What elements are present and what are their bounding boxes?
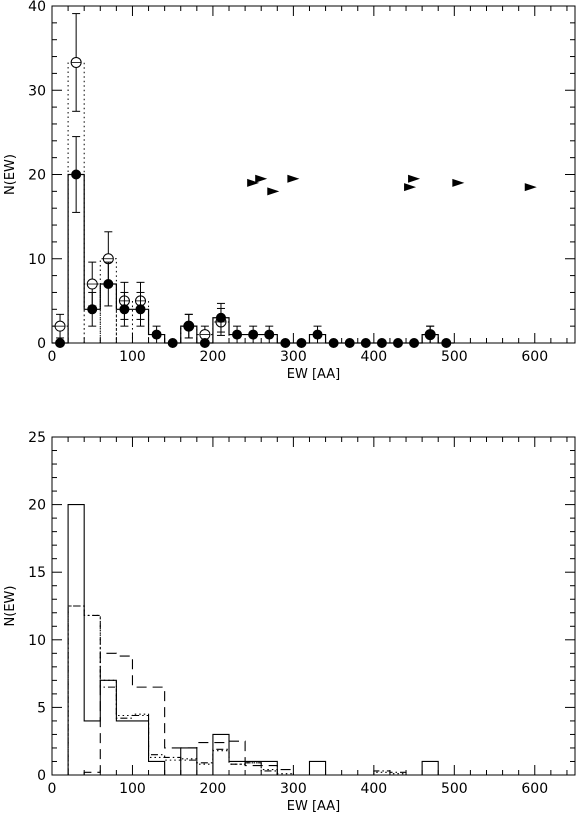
lower-limit-marker: [247, 178, 260, 187]
data-point: [392, 338, 403, 348]
lower-limit-marker: [452, 178, 465, 187]
data-point: [87, 304, 98, 315]
data-point: [232, 329, 243, 340]
lower-limit-marker: [255, 174, 268, 183]
x-tick-label: 0: [48, 349, 57, 365]
data-point: [264, 329, 275, 340]
data-point: [215, 312, 226, 323]
y-tick-label: 15: [28, 565, 46, 581]
plot-frame: [51, 436, 576, 776]
x-tick-label: 300: [280, 349, 307, 365]
data-point: [376, 338, 387, 348]
panel-bottom: 0 100 200 300 400 500 600 0 5 10 15 20 25 EW [AA] N(EW…: [3, 430, 576, 814]
data-point: [135, 304, 146, 315]
data-point: [441, 338, 452, 348]
data-point: [167, 338, 178, 348]
data-point: [71, 169, 82, 180]
data-point: [409, 338, 420, 348]
y-tick-label: 0: [37, 336, 46, 352]
data-point: [55, 338, 66, 348]
x-axis-label: EW [AA]: [287, 367, 341, 382]
x-tick-label: 100: [119, 781, 146, 797]
x-tick-label: 400: [360, 349, 387, 365]
data-point: [199, 338, 210, 348]
data-point: [151, 329, 162, 340]
x-tick-label: 100: [119, 349, 146, 365]
x-tick-label: 300: [280, 781, 307, 797]
x-tick-label: 600: [521, 781, 548, 797]
data-point: [280, 338, 291, 348]
y-tick-label: 0: [37, 768, 46, 784]
y-axis-label: N(EW): [3, 586, 18, 627]
data-point: [103, 279, 114, 290]
data-point: [296, 338, 307, 348]
lower-limit-marker: [267, 187, 280, 196]
lower-limit-marker: [287, 174, 300, 183]
lower-limit-marker: [408, 174, 421, 183]
y-tick-label: 30: [28, 83, 46, 99]
data-point: [183, 321, 194, 332]
y-tick-label: 5: [37, 700, 46, 716]
y-tick-label: 20: [28, 498, 46, 514]
data-point: [119, 304, 130, 315]
histogram-dashed: [68, 652, 294, 776]
panel-top: 0 100 200 300 400 500 600 0 10 20 30 40 EW [AA] N(EW): [3, 0, 576, 382]
lower-limit-marker: [524, 183, 537, 192]
data-point: [425, 329, 436, 340]
data-point: [328, 338, 339, 348]
lower-limit-marker: [404, 183, 417, 192]
x-tick-label: 500: [441, 781, 468, 797]
y-tick-label: 10: [28, 252, 46, 268]
x-tick-label: 200: [200, 781, 227, 797]
data-point: [312, 329, 323, 340]
y-tick-label: 20: [28, 168, 46, 184]
x-tick-label: 400: [360, 781, 387, 797]
plot-frame: [51, 5, 576, 344]
y-tick-label: 25: [28, 430, 46, 446]
x-tick-label: 500: [441, 349, 468, 365]
data-point: [360, 338, 371, 348]
y-axis-label: N(EW): [3, 154, 18, 195]
x-tick-label: 0: [48, 781, 57, 797]
histogram-solid: [67, 504, 455, 776]
y-tick-label: 10: [28, 633, 46, 649]
histogram-dash-dot: [67, 605, 423, 776]
x-axis-label: EW [AA]: [287, 799, 341, 814]
dotted-histogram: [51, 61, 439, 343]
y-tick-label: 40: [28, 0, 46, 15]
x-tick-label: 600: [521, 349, 548, 365]
data-point: [248, 329, 259, 340]
data-point: [344, 338, 355, 348]
x-tick-label: 200: [200, 349, 227, 365]
